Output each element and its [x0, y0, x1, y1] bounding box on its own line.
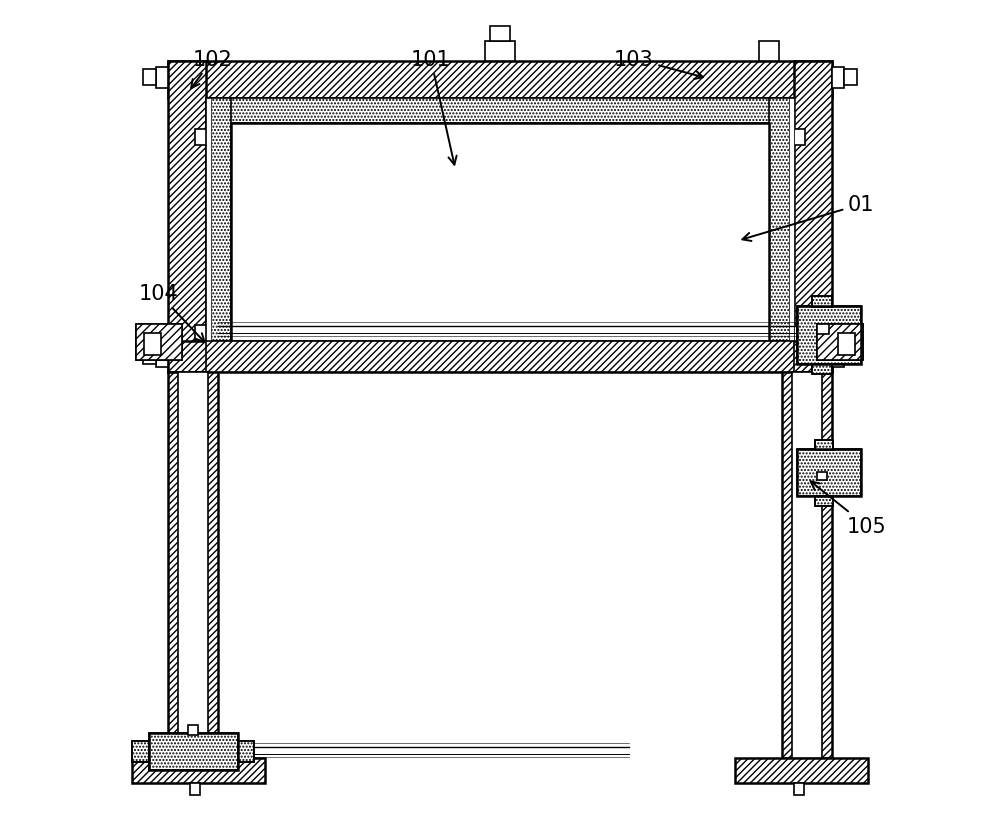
- Bar: [143, 70, 156, 86]
- Bar: [815, 440, 833, 450]
- Bar: [144, 333, 161, 355]
- Bar: [190, 783, 200, 795]
- Bar: [797, 449, 861, 496]
- Bar: [238, 741, 254, 762]
- Bar: [769, 99, 794, 342]
- Bar: [195, 130, 206, 146]
- Text: 102: 102: [191, 50, 233, 89]
- Bar: [206, 99, 794, 124]
- Text: 01: 01: [742, 195, 875, 241]
- Bar: [815, 496, 833, 506]
- Bar: [156, 68, 168, 89]
- Bar: [815, 440, 833, 450]
- Bar: [794, 783, 804, 795]
- Text: 105: 105: [811, 482, 886, 536]
- Bar: [817, 324, 863, 360]
- Bar: [132, 741, 149, 762]
- Bar: [188, 725, 198, 735]
- Bar: [794, 130, 805, 146]
- Bar: [782, 373, 832, 758]
- Text: 103: 103: [614, 50, 703, 80]
- Bar: [794, 61, 832, 373]
- Bar: [794, 326, 805, 342]
- Bar: [136, 324, 182, 360]
- Bar: [132, 741, 149, 762]
- Bar: [136, 324, 182, 360]
- Bar: [168, 373, 218, 758]
- Bar: [797, 307, 861, 364]
- Bar: [485, 41, 515, 61]
- Bar: [143, 349, 156, 365]
- Bar: [812, 297, 832, 308]
- Bar: [797, 449, 861, 496]
- Bar: [812, 364, 832, 375]
- Bar: [490, 27, 510, 41]
- Bar: [797, 307, 861, 364]
- Bar: [792, 373, 822, 758]
- Bar: [206, 99, 231, 342]
- Text: 104: 104: [139, 284, 205, 342]
- Bar: [168, 61, 832, 99]
- Bar: [238, 741, 254, 762]
- Bar: [832, 347, 844, 368]
- Text: 101: 101: [411, 50, 457, 165]
- Bar: [817, 324, 863, 360]
- Bar: [817, 324, 863, 360]
- Bar: [817, 324, 829, 334]
- Bar: [231, 124, 769, 342]
- Bar: [817, 473, 827, 480]
- Bar: [168, 342, 832, 373]
- Bar: [132, 758, 265, 783]
- Bar: [844, 349, 857, 365]
- Bar: [812, 364, 832, 375]
- Bar: [168, 61, 206, 373]
- Bar: [195, 326, 206, 342]
- Bar: [844, 70, 857, 86]
- Bar: [759, 41, 779, 61]
- Bar: [149, 733, 238, 771]
- Bar: [812, 297, 832, 308]
- Bar: [149, 733, 238, 771]
- Bar: [156, 347, 168, 368]
- Bar: [206, 342, 794, 373]
- Bar: [206, 99, 211, 342]
- Bar: [838, 333, 855, 355]
- Bar: [178, 373, 208, 758]
- Bar: [735, 758, 868, 783]
- Bar: [136, 324, 182, 360]
- Bar: [789, 99, 794, 342]
- Bar: [815, 496, 833, 506]
- Bar: [832, 68, 844, 89]
